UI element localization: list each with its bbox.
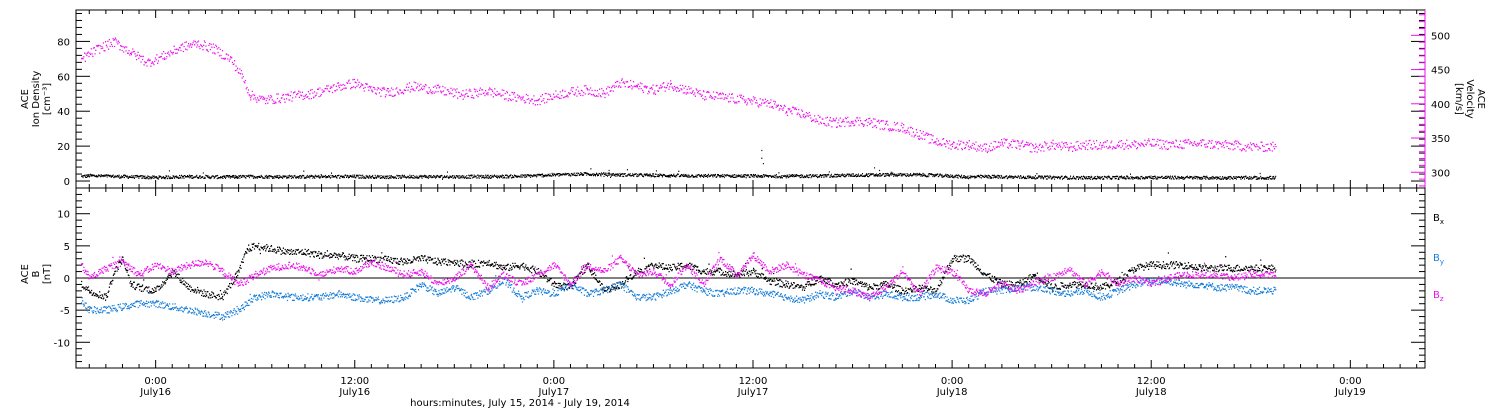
y2-tick-label: 350: [1431, 134, 1450, 145]
x-axis-label: hours:minutes, July 15, 2014 - July 19, …: [410, 398, 630, 409]
bottom-panel: -10 -5 0 5 10 ACEB[nT] Bx By Bz: [20, 187, 1444, 369]
x-axis: 0:00July1612:00July160:00July1712:00July…: [139, 376, 1365, 409]
legend-bz: Bz: [1433, 290, 1444, 303]
y2-tick-label: 500: [1431, 31, 1450, 42]
y-axis-label-density: ACEIon Density[cm⁻³]: [20, 71, 53, 128]
y-tick-label: -5: [60, 306, 70, 317]
y-tick-label: 60: [57, 72, 70, 83]
y2-tick-label: 300: [1431, 168, 1450, 179]
y-tick-label: 10: [57, 210, 70, 221]
series-bz: [81, 251, 1277, 300]
x-tick-time: 0:00: [1339, 376, 1361, 387]
y-tick-label: 20: [57, 142, 70, 153]
top-panel-frame: [75, 9, 1426, 189]
y-tick-label: 0: [64, 177, 70, 188]
x-tick-time: 12:00: [739, 376, 768, 387]
y-tick-label: 80: [57, 37, 70, 48]
y-axis-label-b: ACEB[nT]: [20, 264, 53, 284]
y-tick-label: 5: [64, 242, 70, 253]
x-tick-date: July19: [1334, 387, 1366, 398]
x-tick-time: 0:00: [941, 376, 963, 387]
x-tick-date: July16: [139, 387, 171, 398]
x-tick-date: July18: [936, 387, 968, 398]
y-tick-label: -10: [54, 338, 70, 349]
top-panel: 0 20 40 60 80 300 350 400 450 500 ACEIon Density[c…: [20, 9, 1486, 189]
velocity-series: [81, 37, 1277, 154]
x-tick-time: 0:00: [543, 376, 565, 387]
y-tick-label: 0: [64, 274, 70, 285]
legend-bx: Bx: [1433, 213, 1444, 226]
x-tick-date: July17: [538, 387, 570, 398]
density-series: [81, 149, 1277, 181]
x-tick-time: 12:00: [340, 376, 369, 387]
x-tick-time: 12:00: [1137, 376, 1166, 387]
y-axis-label-velocity: ACEVelocity[km/s]: [1453, 79, 1486, 118]
series-by: [81, 275, 1277, 321]
y2-tick-label: 450: [1431, 66, 1450, 77]
legend-by: By: [1433, 253, 1444, 266]
x-tick-time: 0:00: [144, 376, 166, 387]
x-tick-date: July17: [737, 387, 769, 398]
y-tick-label: 40: [57, 107, 70, 118]
x-tick-date: July18: [1135, 387, 1167, 398]
x-tick-date: July16: [338, 387, 370, 398]
y2-tick-label: 400: [1431, 100, 1450, 111]
